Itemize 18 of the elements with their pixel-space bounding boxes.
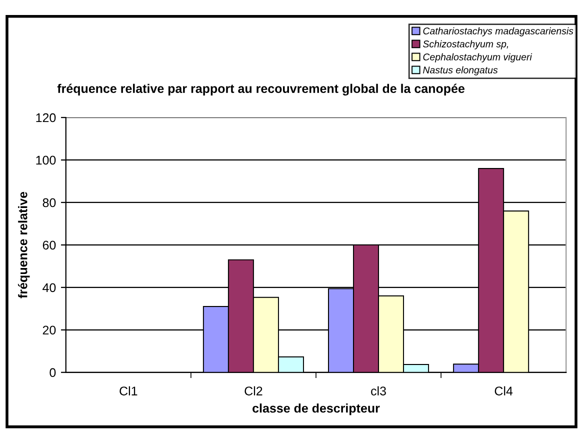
y-tick-label: 20 bbox=[42, 326, 56, 335]
legend-label: Cephalostachyum vigueri bbox=[423, 53, 532, 62]
y-tick-label: 0 bbox=[50, 368, 56, 378]
x-tick-label: cl3 bbox=[371, 386, 386, 396]
x-tick-label: Cl2 bbox=[244, 386, 262, 396]
legend-label: Cathariostachys madagascariensis bbox=[423, 27, 574, 36]
y-tick-label: 100 bbox=[36, 156, 56, 165]
y-tick-label: 40 bbox=[42, 283, 56, 292]
x-axis-title: classe de descripteur bbox=[252, 403, 380, 416]
y-tick-label: 60 bbox=[42, 240, 56, 250]
x-tick-label: Cl4 bbox=[494, 386, 513, 396]
y-tick-label: 80 bbox=[42, 198, 56, 208]
y-tick-label: 120 bbox=[36, 113, 56, 122]
legend-label: Nastus elongatus bbox=[423, 66, 498, 76]
legend-label: Schizostachyum sp, bbox=[422, 40, 508, 50]
chart-title: fréquence relative par rapport au recouvrement global de la canopée bbox=[57, 84, 464, 96]
y-axis-title: fréquence relative bbox=[18, 192, 30, 298]
x-tick-label: Cl1 bbox=[120, 386, 138, 396]
